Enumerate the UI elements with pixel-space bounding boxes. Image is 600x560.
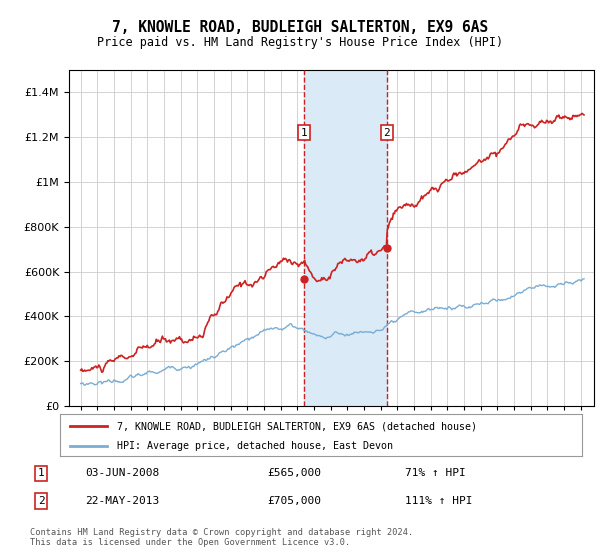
Text: 2: 2	[383, 128, 391, 138]
Text: 71% ↑ HPI: 71% ↑ HPI	[406, 468, 466, 478]
Text: £705,000: £705,000	[268, 496, 322, 506]
Text: HPI: Average price, detached house, East Devon: HPI: Average price, detached house, East…	[118, 441, 394, 451]
Text: 03-JUN-2008: 03-JUN-2008	[85, 468, 160, 478]
Text: £565,000: £565,000	[268, 468, 322, 478]
Text: Price paid vs. HM Land Registry's House Price Index (HPI): Price paid vs. HM Land Registry's House …	[97, 36, 503, 49]
Text: Contains HM Land Registry data © Crown copyright and database right 2024.
This d: Contains HM Land Registry data © Crown c…	[30, 528, 413, 547]
Text: 1: 1	[38, 468, 44, 478]
Text: 1: 1	[301, 128, 308, 138]
Text: 22-MAY-2013: 22-MAY-2013	[85, 496, 160, 506]
Text: 111% ↑ HPI: 111% ↑ HPI	[406, 496, 473, 506]
Text: 7, KNOWLE ROAD, BUDLEIGH SALTERTON, EX9 6AS: 7, KNOWLE ROAD, BUDLEIGH SALTERTON, EX9 …	[112, 20, 488, 35]
Text: 7, KNOWLE ROAD, BUDLEIGH SALTERTON, EX9 6AS (detached house): 7, KNOWLE ROAD, BUDLEIGH SALTERTON, EX9 …	[118, 421, 478, 431]
Text: 2: 2	[38, 496, 44, 506]
Bar	[304, 70, 387, 406]
